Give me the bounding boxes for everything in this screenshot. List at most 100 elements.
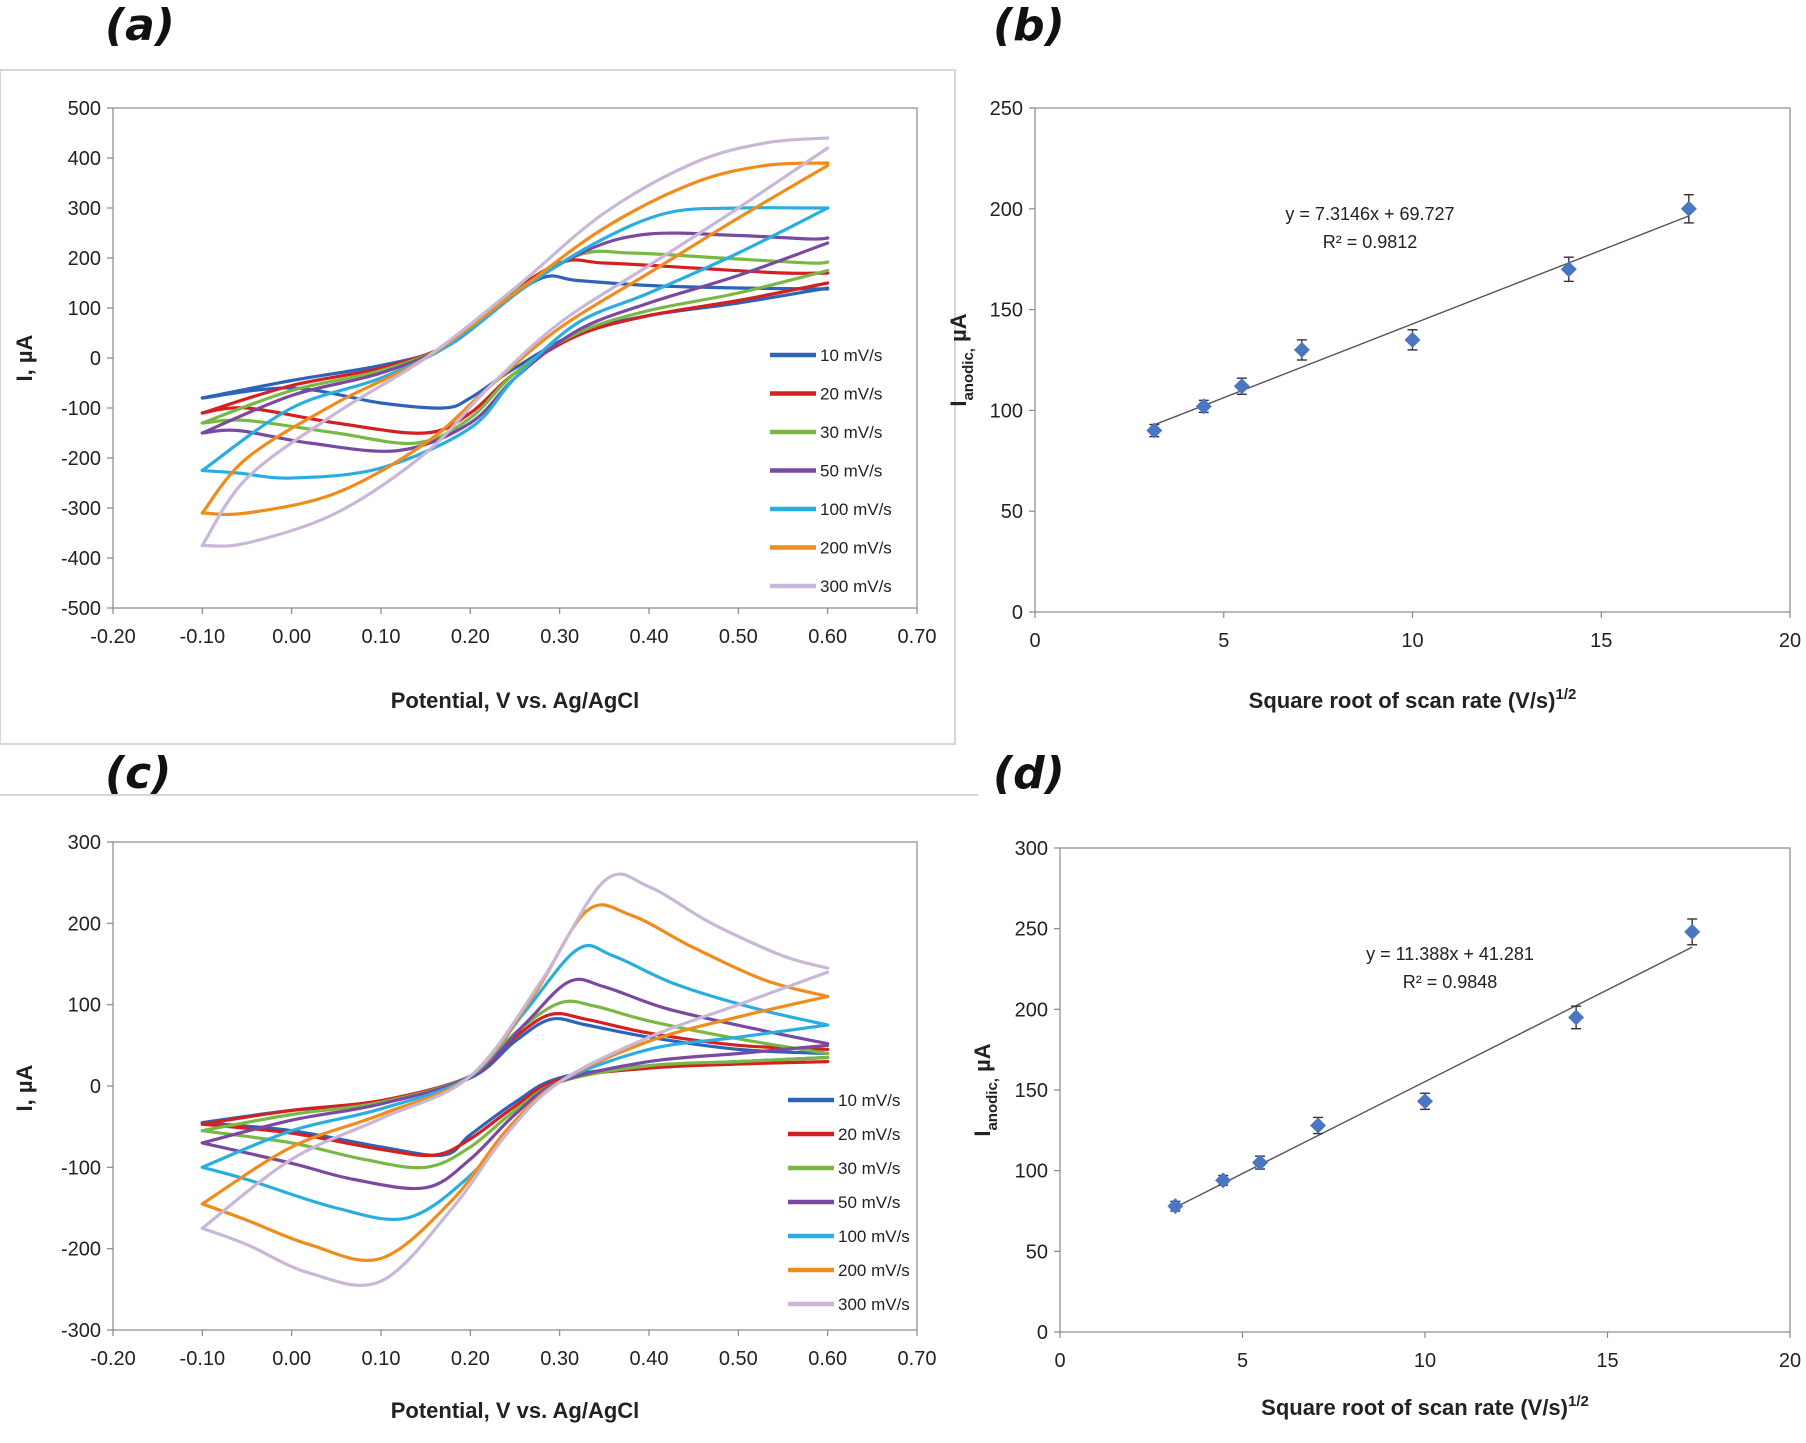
- chart-d: 0 50 100 150 200 250 300 0 5 10 15 20 Square root of…: [970, 838, 1801, 1420]
- y-tick-label-a: 200: [68, 248, 101, 270]
- x-tick-label-a: 0.30: [540, 626, 579, 648]
- cv-forward-300mVs: [200, 136, 830, 548]
- x-tick-label-c: -0.10: [180, 1348, 226, 1370]
- trendline-b: [1154, 215, 1690, 426]
- y-tick-label-a: -400: [61, 548, 101, 570]
- legend-label-c: 50 mV/s: [838, 1193, 900, 1212]
- x-tick-label-c: -0.20: [90, 1348, 136, 1370]
- y-tick-label-d: 300: [1015, 838, 1048, 860]
- cv-forward-20mVs: [200, 258, 830, 415]
- data-point-b: [1146, 422, 1163, 439]
- data-point-b: [1560, 261, 1577, 278]
- plot-area-d: [1059, 847, 1791, 1333]
- y-tick-label-c: 100: [68, 995, 101, 1017]
- data-point-b: [1195, 398, 1212, 415]
- data-point-b: [1233, 378, 1250, 395]
- chart-c: -300 -200 -100 0 100 200 300 -0.20 -0.10 0.00 0.10…: [12, 832, 936, 1423]
- y-axis-label-b: Ianodic, µA: [946, 313, 977, 406]
- x-tick-label-a: 0.50: [719, 626, 758, 648]
- cv-reverse-300mVs: [200, 146, 830, 548]
- x-axis-label-a: Potential, V vs. Ag/AgCl: [391, 688, 640, 713]
- chart-a: -500 -400 -300 -200 -100 0 100 200 300 400 500 -0.2…: [12, 98, 936, 713]
- legend-label-a: 20 mV/s: [820, 385, 882, 404]
- x-tick-label-a: 0.60: [808, 626, 847, 648]
- y-tick-label-d: 50: [1026, 1241, 1048, 1263]
- y-tick-label-a: -100: [61, 398, 101, 420]
- cv-reverse-50mVs: [200, 241, 830, 453]
- data-point-d: [1167, 1198, 1184, 1215]
- x-tick-label-a: 0.10: [362, 626, 401, 648]
- cv-forward-50mVs: [200, 977, 830, 1145]
- legend-label-c: 10 mV/s: [838, 1091, 900, 1110]
- cv-forward-50mVs: [200, 231, 830, 435]
- cv-reverse-30mVs: [200, 268, 830, 446]
- y-tick-label-b: 0: [1012, 602, 1023, 624]
- data-point-d: [1310, 1117, 1327, 1134]
- x-tick-label-b: 0: [1029, 630, 1040, 652]
- x-tick-label-d: 0: [1054, 1350, 1065, 1372]
- panel-d-label: (d): [993, 748, 1065, 799]
- cv-forward-100mVs: [200, 206, 830, 473]
- cv-reverse-200mVs: [200, 163, 830, 517]
- legend-label-c: 100 mV/s: [838, 1227, 910, 1246]
- data-point-d: [1417, 1093, 1433, 1110]
- panel-b-label: (b): [993, 0, 1065, 51]
- y-axis-label-a: I, µA: [12, 334, 37, 381]
- plot-area-b: [1034, 107, 1791, 613]
- y-tick-label-a: -500: [61, 598, 101, 620]
- y-tick-label-c: 0: [90, 1076, 101, 1098]
- y-tick-label-d: 250: [1015, 919, 1048, 941]
- y-tick-label-c: -300: [61, 1320, 101, 1342]
- y-tick-label-b: 200: [990, 199, 1023, 221]
- y-tick-label-a: -200: [61, 448, 101, 470]
- data-point-b: [1404, 331, 1421, 348]
- x-axis-label-b: Square root of scan rate (V/s)1/2: [1249, 686, 1577, 713]
- legend-label-a: 300 mV/s: [820, 577, 892, 596]
- y-tick-label-a: 300: [68, 198, 101, 220]
- x-tick-label-b: 15: [1590, 630, 1612, 652]
- cv-reverse-200mVs: [200, 994, 830, 1263]
- x-tick-label-a: 0.00: [272, 626, 311, 648]
- legend-label-a: 30 mV/s: [820, 423, 882, 442]
- y-tick-label-d: 100: [1015, 1161, 1048, 1183]
- chart-b: 0 50 100 150 200 250 0 5 10 15 20 Square root of sc…: [946, 98, 1801, 713]
- data-point-d: [1215, 1172, 1232, 1189]
- x-tick-label-d: 5: [1237, 1350, 1248, 1372]
- panel-a-label: (a): [105, 0, 175, 51]
- x-tick-label-c: 0.30: [540, 1348, 579, 1370]
- legend-label-a: 50 mV/s: [820, 462, 882, 481]
- y-tick-label-c: 300: [68, 832, 101, 854]
- x-tick-label-c: 0.20: [451, 1348, 490, 1370]
- cv-reverse-300mVs: [200, 970, 830, 1287]
- y-tick-label-d: 0: [1037, 1322, 1048, 1344]
- legend-label-c: 300 mV/s: [838, 1295, 910, 1314]
- y-tick-label-c: 200: [68, 913, 101, 935]
- legend-label-a: 10 mV/s: [820, 346, 882, 365]
- x-tick-label-c: 0.50: [719, 1348, 758, 1370]
- data-point-d: [1568, 1009, 1585, 1026]
- x-tick-label-b: 20: [1779, 630, 1801, 652]
- legend-label-c: 200 mV/s: [838, 1261, 910, 1280]
- y-tick-label-a: 100: [68, 298, 101, 320]
- x-tick-label-b: 10: [1401, 630, 1423, 652]
- panel-a-frame: [0, 69, 956, 745]
- cv-reverse-100mVs: [200, 206, 830, 480]
- y-tick-label-d: 200: [1015, 999, 1048, 1021]
- cv-forward-300mVs: [200, 872, 830, 1230]
- y-tick-label-b: 100: [990, 400, 1023, 422]
- y-tick-label-a: 400: [68, 148, 101, 170]
- cv-forward-100mVs: [200, 943, 830, 1169]
- y-tick-label-b: 50: [1001, 501, 1023, 523]
- x-tick-label-c: 0.70: [898, 1348, 937, 1370]
- x-tick-label-d: 15: [1596, 1350, 1618, 1372]
- y-tick-label-a: 0: [90, 348, 101, 370]
- data-point-b: [1680, 200, 1697, 217]
- fit-r2-d: R² = 0.9848: [1403, 972, 1498, 992]
- data-point-d: [1252, 1154, 1269, 1171]
- fit-equation-d: y = 11.388x + 41.281: [1366, 944, 1534, 964]
- x-tick-label-a: -0.10: [180, 626, 226, 648]
- data-point-d: [1684, 923, 1701, 940]
- x-tick-label-c: 0.00: [272, 1348, 311, 1370]
- x-tick-label-a: 0.20: [451, 626, 490, 648]
- y-axis-label-c: I, µA: [12, 1064, 37, 1111]
